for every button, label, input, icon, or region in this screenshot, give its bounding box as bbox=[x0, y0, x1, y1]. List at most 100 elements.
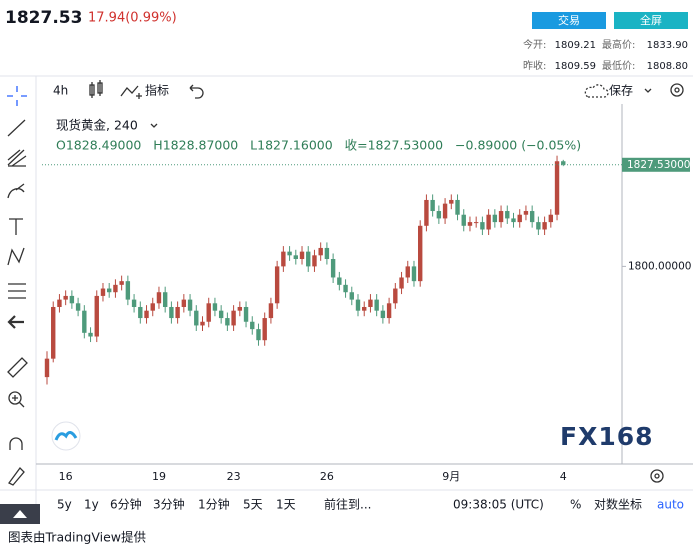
range-button[interactable]: 1分钟 bbox=[198, 497, 230, 512]
candle-body bbox=[187, 299, 193, 311]
candle-body bbox=[355, 299, 361, 311]
candle-body bbox=[411, 266, 417, 282]
percent-toggle[interactable]: % bbox=[570, 498, 581, 512]
fullscreen-button[interactable] bbox=[614, 12, 688, 29]
candle-body bbox=[88, 332, 93, 337]
back-tool[interactable] bbox=[7, 315, 24, 329]
collapse-arrow[interactable] bbox=[13, 510, 27, 518]
zoom-tool[interactable] bbox=[8, 391, 25, 408]
stat-label: 最高价: bbox=[602, 38, 635, 51]
candle-body bbox=[505, 211, 510, 219]
interval[interactable]: 4h bbox=[53, 84, 68, 98]
candle-body bbox=[44, 358, 50, 378]
candle-body bbox=[511, 218, 516, 223]
candle-body bbox=[100, 288, 106, 296]
chevron[interactable] bbox=[644, 88, 652, 93]
candle-body bbox=[125, 281, 131, 300]
indicators[interactable]: 指标 bbox=[145, 83, 169, 98]
candle-body bbox=[206, 303, 211, 322]
candle-body bbox=[548, 214, 554, 223]
settings-icon[interactable] bbox=[670, 83, 684, 97]
candle-body bbox=[436, 211, 442, 219]
candle-body bbox=[107, 288, 112, 293]
range-button[interactable]: 3分钟 bbox=[153, 497, 185, 512]
candle-body bbox=[343, 284, 348, 293]
range-button[interactable]: 6分钟 bbox=[110, 497, 142, 512]
save[interactable]: 保存 bbox=[609, 84, 633, 98]
candle-body bbox=[362, 306, 367, 311]
range-button[interactable]: 1天 bbox=[276, 498, 296, 512]
prediction-tool[interactable] bbox=[8, 283, 26, 299]
candle-body bbox=[250, 321, 255, 330]
candle-body bbox=[299, 251, 305, 260]
footer: 图表由TradingView提供 bbox=[8, 530, 146, 545]
pattern-tool[interactable] bbox=[7, 247, 25, 266]
candle-body bbox=[368, 299, 373, 307]
candle-body bbox=[69, 295, 75, 304]
candle-body bbox=[287, 251, 292, 256]
fullscreen-label[interactable]: 全屏 bbox=[640, 13, 662, 27]
indicator-icon[interactable] bbox=[120, 85, 142, 99]
candle-body bbox=[144, 310, 149, 319]
ruler-tool[interactable] bbox=[7, 357, 28, 378]
candle-body bbox=[424, 199, 429, 226]
line-tool[interactable] bbox=[7, 119, 26, 137]
legend-ohlc: O1828.49000 H1828.87000 L1827.16000 收=18… bbox=[56, 138, 581, 153]
candle-body bbox=[393, 288, 398, 304]
candle-body bbox=[94, 295, 99, 337]
x-tick-label: 23 bbox=[227, 470, 241, 483]
candle-body bbox=[529, 211, 535, 223]
candle-body bbox=[498, 211, 504, 223]
candle-body bbox=[324, 247, 330, 260]
candle-body bbox=[461, 214, 466, 226]
tv-logo[interactable] bbox=[51, 421, 81, 451]
brush-tool[interactable] bbox=[7, 183, 25, 199]
candle-body bbox=[231, 310, 236, 326]
candle-body bbox=[449, 199, 454, 204]
price-tag bbox=[622, 157, 690, 172]
cloud-icon[interactable] bbox=[584, 84, 609, 98]
candle-body bbox=[181, 299, 187, 307]
candle-body bbox=[399, 277, 404, 289]
candle-body bbox=[194, 310, 199, 326]
candle-body bbox=[554, 161, 560, 215]
candle-body bbox=[150, 303, 155, 311]
candle-icon[interactable] bbox=[89, 80, 103, 98]
stat-value: 1833.90 bbox=[647, 40, 688, 51]
auto-toggle[interactable]: auto bbox=[657, 498, 684, 512]
candle-body bbox=[480, 222, 485, 230]
log-toggle[interactable]: 对数坐标 bbox=[594, 497, 642, 512]
candle-body bbox=[51, 306, 56, 359]
range-button[interactable]: 1y bbox=[84, 498, 99, 512]
candle-body bbox=[119, 281, 124, 285]
axis-settings[interactable] bbox=[650, 469, 664, 483]
candle-body bbox=[306, 251, 311, 267]
candle-body bbox=[442, 203, 448, 219]
candle-body bbox=[281, 251, 286, 267]
x-tick-label: 4 bbox=[560, 470, 567, 483]
lock-draw-tool[interactable] bbox=[8, 467, 25, 486]
candle-body bbox=[156, 292, 162, 304]
fib-tool[interactable] bbox=[7, 149, 27, 167]
change: 17.94(0.99%) bbox=[88, 11, 177, 26]
candle-body bbox=[113, 284, 118, 293]
text-tool[interactable] bbox=[9, 218, 23, 235]
x-tick-label: 19 bbox=[152, 470, 166, 483]
undo-icon[interactable] bbox=[189, 84, 204, 99]
stat-value: 1809.21 bbox=[555, 40, 596, 51]
range-button[interactable]: 5天 bbox=[243, 498, 263, 512]
range-button[interactable]: 5y bbox=[57, 498, 72, 512]
legend-chevron[interactable] bbox=[150, 123, 158, 128]
magnet-tool[interactable] bbox=[9, 437, 23, 450]
candle-body bbox=[274, 266, 280, 304]
crosshair-tool[interactable] bbox=[7, 86, 27, 106]
candle-body bbox=[405, 266, 410, 278]
x-tick-label: 9月 bbox=[442, 470, 460, 483]
candle-body bbox=[467, 222, 473, 226]
trade-label[interactable]: 交易 bbox=[558, 13, 580, 27]
candle-body bbox=[492, 214, 498, 223]
trade-button[interactable] bbox=[532, 12, 606, 29]
goto[interactable]: 前往到... bbox=[324, 497, 371, 512]
candle-body bbox=[542, 222, 547, 230]
